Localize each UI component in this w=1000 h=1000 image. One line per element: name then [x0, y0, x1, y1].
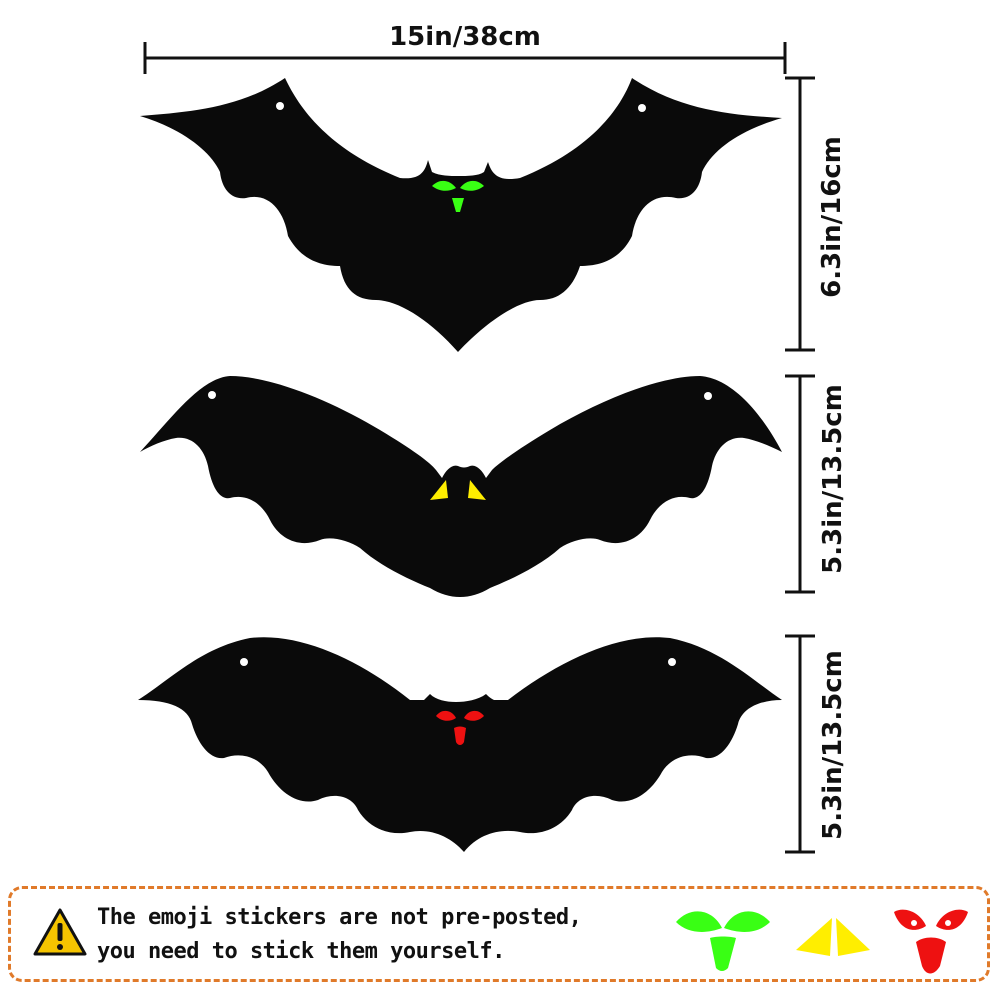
warning-icon — [33, 908, 87, 956]
green-eyes — [432, 180, 484, 212]
width-label: 15in/38cm — [389, 22, 541, 52]
yellow-eyes — [430, 480, 486, 500]
sticker-notice: The emoji stickers are not pre-posted, y… — [8, 886, 990, 982]
notice-line-1: The emoji stickers are not pre-posted, — [97, 905, 582, 930]
red-eyes — [436, 710, 484, 745]
bat-medium-height-label: 5.3in/13.5cm — [818, 384, 848, 574]
bat-small-height-label: 5.3in/13.5cm — [818, 650, 848, 840]
bat-large — [140, 78, 782, 352]
bat-medium — [140, 376, 782, 597]
notice-text: The emoji stickers are not pre-posted, y… — [97, 901, 677, 969]
notice-line-2: you need to stick them yourself. — [97, 939, 505, 964]
bat-small — [138, 637, 782, 852]
bat-large-height-label: 6.3in/16cm — [817, 136, 847, 298]
